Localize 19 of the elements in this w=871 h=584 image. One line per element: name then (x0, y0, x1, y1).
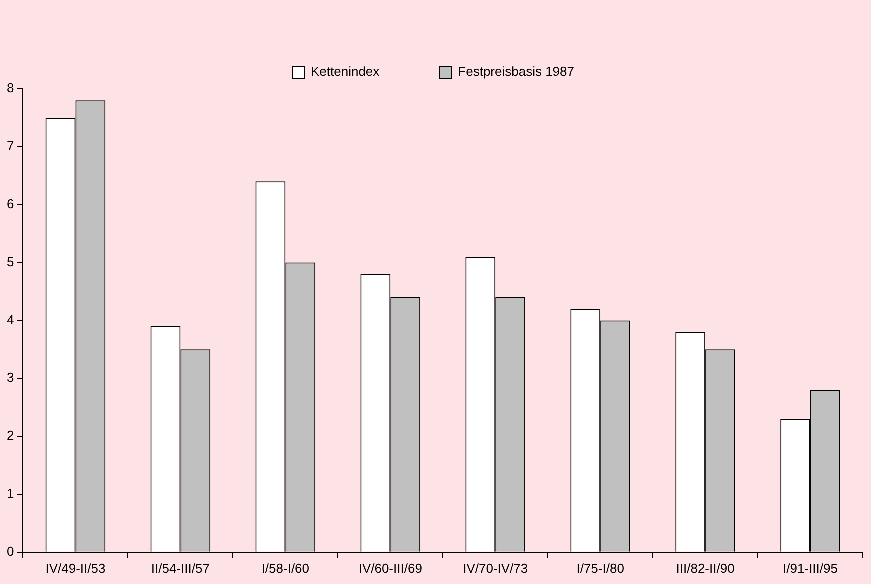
x-tick-label: IV/70-IV/73 (463, 560, 528, 576)
y-tick-label: 3 (6, 370, 14, 386)
y-tick-label: 5 (6, 254, 14, 270)
y-tick-label: 0 (6, 544, 14, 559)
y-tick-label: 2 (6, 428, 14, 444)
y-tick-label: 6 (6, 196, 14, 212)
x-tick-label: IV/49-II/53 (46, 560, 106, 576)
x-tick-label: III/82-II/90 (676, 560, 735, 576)
y-tick-label: 7 (6, 138, 14, 154)
x-tick-label: II/54-III/57 (151, 560, 210, 576)
x-tick-label: I/58-I/60 (262, 560, 310, 576)
y-tick-label: 8 (6, 80, 14, 96)
x-tick-label: I/91-III/95 (783, 560, 838, 576)
y-tick-label: 1 (6, 486, 14, 502)
x-tick-label: I/75-I/80 (576, 560, 624, 576)
legend-label: Kettenindex (311, 64, 380, 80)
y-tick-label: 4 (6, 312, 14, 328)
x-tick-label: IV/60-III/69 (358, 560, 422, 576)
legend-label: Festpreisbasis 1987 (458, 64, 575, 80)
